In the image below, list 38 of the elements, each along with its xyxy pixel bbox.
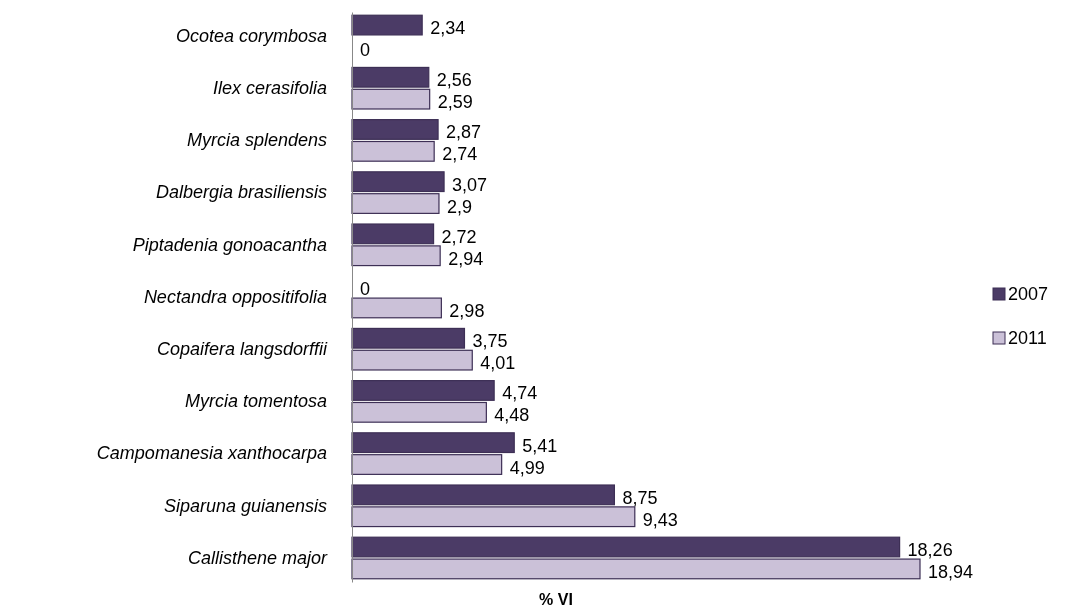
legend-label: 2011 — [1008, 328, 1047, 348]
data-label: 18,94 — [928, 561, 974, 582]
data-label: 2,87 — [446, 122, 482, 143]
data-label: 2,98 — [449, 300, 485, 321]
y-tick-label: Campomanesia xanthocarpa — [96, 443, 327, 464]
data-label: 9,43 — [642, 509, 678, 530]
x-axis-title: % VI — [539, 591, 573, 608]
y-tick-label: Myrcia tomentosa — [184, 391, 327, 412]
y-tick-label: Callisthene major — [187, 547, 328, 568]
data-label: 2,56 — [436, 70, 472, 91]
y-tick-label: Dalbergia brasiliensis — [155, 182, 327, 203]
data-label: 2,74 — [442, 144, 478, 165]
legend-label: 2007 — [1008, 284, 1049, 304]
data-label: 0 — [360, 279, 371, 300]
data-label: 5,41 — [522, 435, 558, 456]
y-tick-label: Ocotea corymbosa — [175, 25, 327, 46]
data-label: 2,72 — [441, 226, 477, 247]
data-label: 2,94 — [448, 248, 484, 269]
y-tick-label: Nectandra oppositifolia — [143, 286, 327, 307]
y-tick-label: Ilex cerasifolia — [212, 77, 327, 98]
y-tick-label: Myrcia splendens — [186, 130, 327, 151]
data-label: 4,48 — [494, 405, 530, 426]
data-label: 2,9 — [446, 196, 472, 217]
data-label: 4,74 — [502, 383, 538, 404]
data-label: 3,07 — [452, 174, 488, 195]
data-label: 8,75 — [622, 487, 658, 508]
data-label: 0 — [360, 39, 371, 60]
data-label: 2,34 — [430, 18, 466, 39]
y-tick-label: Piptadenia gonoacantha — [132, 234, 327, 255]
bar — [351, 297, 442, 319]
y-tick-label: Siparuna guianensis — [163, 495, 327, 516]
data-label: 3,75 — [472, 331, 508, 352]
data-label: 4,01 — [480, 353, 516, 374]
bar — [351, 14, 423, 36]
data-label: 2,59 — [437, 92, 473, 113]
data-label: 4,99 — [509, 457, 545, 478]
y-tick-label: Copaifera langsdorffii — [156, 338, 328, 359]
data-label: 18,26 — [907, 540, 953, 561]
